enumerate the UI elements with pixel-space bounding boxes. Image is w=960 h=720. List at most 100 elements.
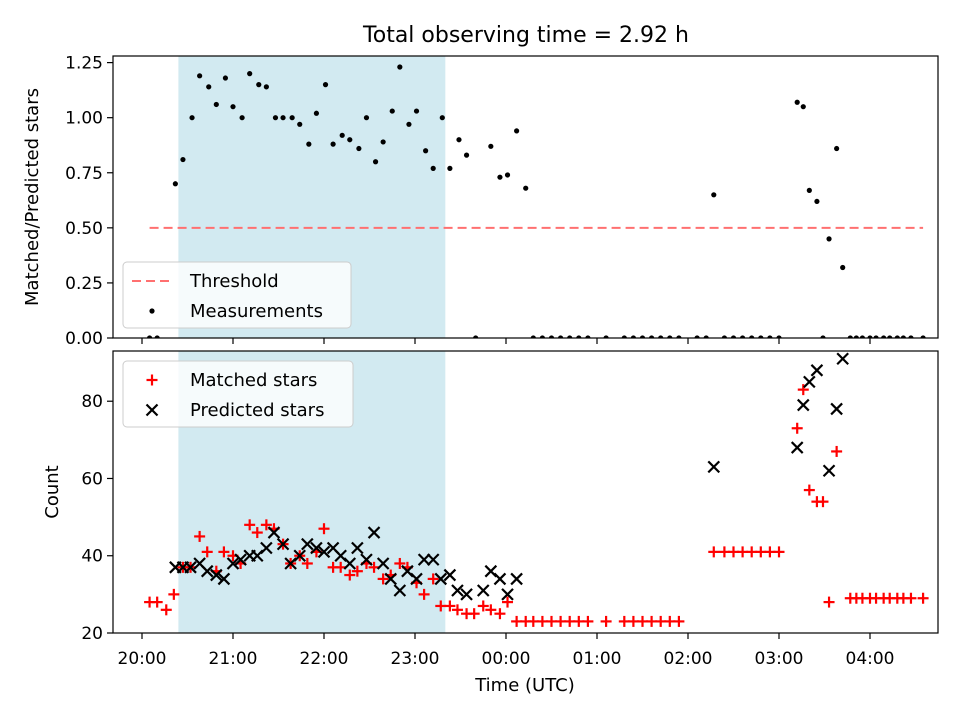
- matched-star-point: [477, 600, 489, 612]
- measurement-point: [740, 335, 746, 338]
- measurement-point: [322, 82, 329, 88]
- predicted-star-point: [184, 561, 197, 574]
- measurement-point: [504, 172, 511, 178]
- predicted-star-point-b: [334, 549, 347, 563]
- matched-star-point: [427, 573, 439, 585]
- predicted-star-point-b: [401, 564, 414, 578]
- matched-star-point: [600, 615, 612, 627]
- measurement-point: [514, 128, 520, 134]
- measurement-point: [356, 145, 362, 152]
- measurement-point: [676, 335, 682, 338]
- legend-marker: [146, 374, 158, 386]
- predicted-star-point: [217, 572, 231, 586]
- measurement-point: [180, 156, 186, 163]
- measurement-point: [447, 165, 453, 171]
- x-tick-label: 00:00: [482, 649, 531, 669]
- measurement-point: [380, 139, 386, 145]
- measurement-point: [172, 181, 178, 187]
- measurement-point: [548, 335, 555, 338]
- measurement-point: [767, 335, 773, 338]
- bottom-panel: 20 40 60 80 Count Matched stars Predicted star…: [42, 350, 939, 644]
- y-tick-label: 0.75: [65, 164, 103, 184]
- predicted-star-point-b: [410, 572, 423, 586]
- predicted-star-point-b: [293, 549, 307, 563]
- predicted-star-point: [510, 572, 523, 586]
- predicted-star-point-b: [326, 541, 340, 555]
- plot-area: [144, 352, 929, 627]
- matched-star-point: [394, 557, 406, 569]
- matched-star-point: [377, 573, 389, 585]
- measurement-point: [703, 335, 709, 338]
- measurement-point: [649, 335, 655, 338]
- measurement-point: [814, 198, 820, 205]
- predicted-star-point-b: [200, 564, 214, 578]
- measurement-point: [894, 335, 900, 338]
- matched-star-point: [260, 519, 272, 531]
- predicted-star-point: [501, 588, 514, 601]
- legend-label: Measurements: [190, 301, 323, 322]
- predicted-star-point-b: [707, 460, 721, 474]
- measurement-point: [289, 115, 295, 121]
- top-panel: 0.00 0.25 0.50 0.75 1.00 1.25 Matched/Predicte…: [22, 54, 939, 349]
- measurement-point: [339, 132, 345, 138]
- y-tick-label: 0.25: [65, 274, 103, 294]
- predicted-star-point: [310, 541, 323, 555]
- measurement-point: [576, 335, 582, 338]
- measurement-point: [806, 187, 812, 193]
- axes-frame: [112, 350, 939, 634]
- series-measurements: [146, 64, 926, 338]
- matched-star-point: [831, 445, 843, 457]
- measurement-point: [372, 159, 379, 165]
- x-tick-label: 22:00: [300, 649, 349, 669]
- measurement-point: [920, 335, 926, 338]
- matched-star-point: [673, 615, 685, 627]
- predicted-star-point-b: [810, 364, 824, 377]
- predicted-star-point: [317, 545, 331, 559]
- measurement-point: [406, 121, 412, 127]
- measurement-point: [230, 104, 236, 110]
- measurement-point: [887, 335, 893, 338]
- predicted-star-point-b: [193, 557, 206, 570]
- measurement-point: [603, 335, 609, 338]
- measurement-point: [853, 335, 859, 338]
- predicted-star-point-b: [234, 553, 247, 566]
- matched-star-point: [194, 530, 206, 542]
- predicted-star-point-b: [484, 564, 498, 578]
- measurement-point: [908, 335, 914, 338]
- predicted-star-point-b: [443, 568, 457, 582]
- measurement-point: [794, 99, 800, 105]
- measurement-point: [439, 115, 445, 121]
- matched-star-point: [168, 588, 180, 600]
- measurement-point: [189, 115, 195, 121]
- predicted-star-point: [384, 572, 398, 586]
- matched-star-point: [905, 592, 917, 604]
- measurement-point: [873, 335, 879, 338]
- y-axis-label: Count: [42, 465, 63, 518]
- measurement-point: [758, 335, 764, 338]
- predicted-star-point-b: [360, 553, 373, 566]
- measurement-point: [247, 71, 253, 77]
- matched-star-point: [351, 565, 363, 577]
- predicted-star-point-b: [451, 584, 464, 597]
- measurement-point: [523, 185, 529, 191]
- predicted-star-point: [707, 460, 721, 474]
- chart-title: Total observing time = 2.92 h: [362, 23, 689, 48]
- legend-label: Threshold: [189, 271, 279, 292]
- predicted-star-point-b: [426, 553, 440, 566]
- measurement-point: [297, 121, 303, 127]
- predicted-star-point: [803, 375, 816, 389]
- measurement-point: [867, 335, 873, 338]
- measurement-point: [430, 165, 436, 171]
- predicted-star-point: [790, 441, 804, 454]
- measurement-point: [280, 115, 286, 121]
- predicted-star-point: [200, 564, 214, 578]
- predicted-star-point: [810, 364, 824, 377]
- measurement-point: [473, 335, 479, 338]
- predicted-star-point-b: [836, 352, 849, 366]
- measurement-point: [497, 174, 503, 180]
- y-tick-label: 1.00: [65, 109, 103, 129]
- measurement-point: [539, 335, 545, 338]
- predicted-star-point: [260, 541, 273, 555]
- measurement-point: [206, 84, 212, 90]
- measurement-point: [800, 104, 806, 110]
